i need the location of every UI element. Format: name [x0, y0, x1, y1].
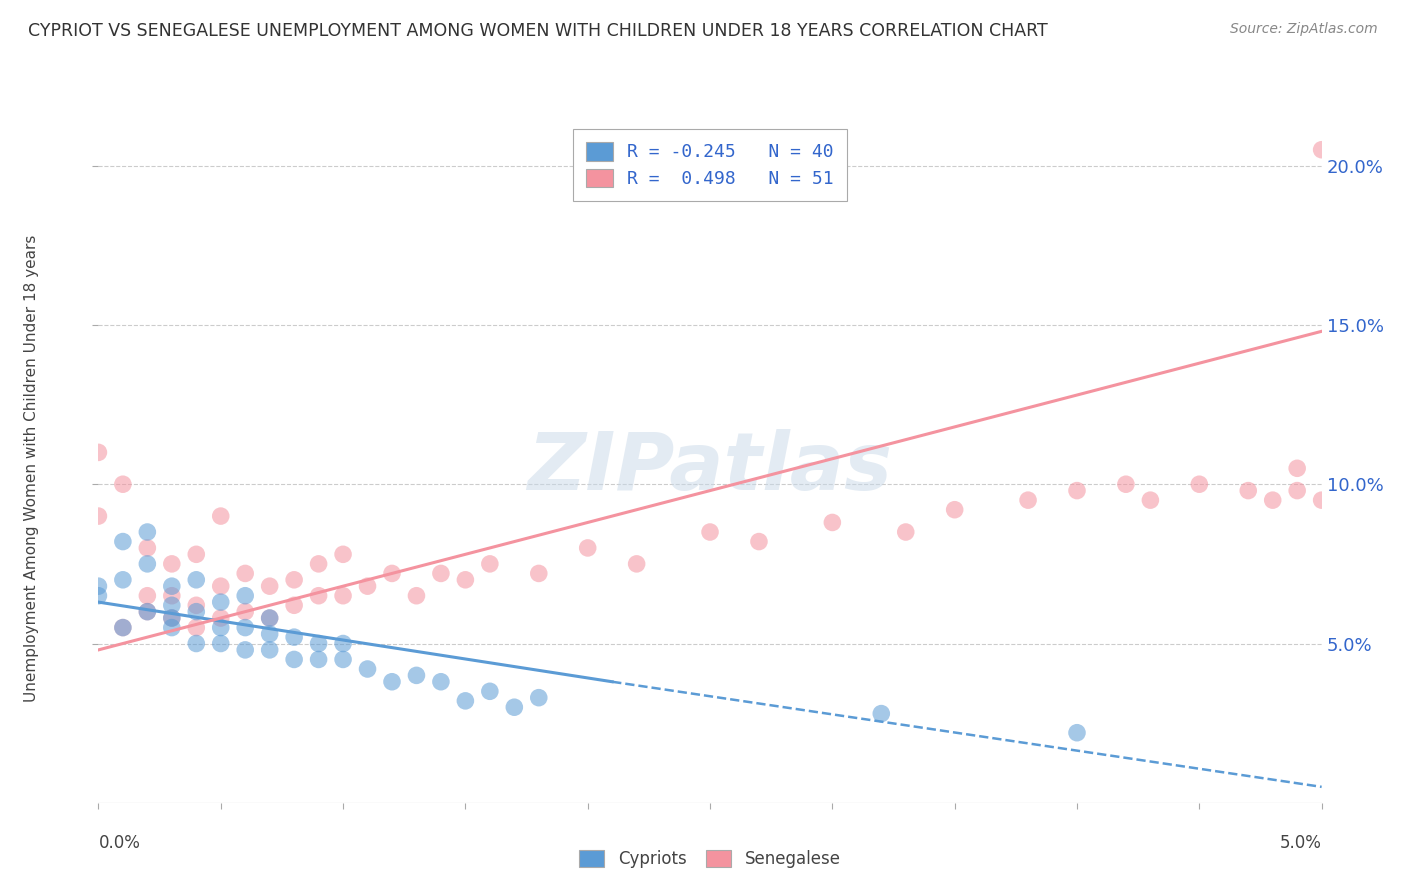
- Point: [186, 599, 208, 613]
- Point: [1237, 483, 1260, 498]
- Point: [381, 674, 404, 689]
- Point: [111, 621, 134, 635]
- Point: [233, 621, 256, 635]
- Point: [1286, 483, 1309, 498]
- Point: [209, 621, 232, 635]
- Point: [87, 509, 110, 524]
- Point: [356, 662, 378, 676]
- Point: [233, 589, 256, 603]
- Point: [332, 547, 354, 561]
- Point: [160, 599, 183, 613]
- Text: 5.0%: 5.0%: [1279, 834, 1322, 852]
- Point: [527, 566, 550, 581]
- Point: [943, 502, 966, 516]
- Point: [1188, 477, 1211, 491]
- Point: [259, 611, 281, 625]
- Point: [748, 534, 770, 549]
- Point: [87, 589, 110, 603]
- Point: [186, 573, 208, 587]
- Point: [233, 643, 256, 657]
- Point: [209, 509, 232, 524]
- Point: [430, 566, 453, 581]
- Point: [209, 595, 232, 609]
- Text: Unemployment Among Women with Children Under 18 years: Unemployment Among Women with Children U…: [24, 235, 38, 702]
- Point: [233, 566, 256, 581]
- Point: [1139, 493, 1161, 508]
- Point: [259, 611, 281, 625]
- Point: [87, 445, 110, 459]
- Point: [356, 579, 378, 593]
- Point: [1286, 461, 1309, 475]
- Point: [209, 579, 232, 593]
- Point: [576, 541, 599, 555]
- Point: [160, 611, 183, 625]
- Point: [332, 589, 354, 603]
- Point: [821, 516, 844, 530]
- Point: [186, 547, 208, 561]
- Point: [405, 589, 427, 603]
- Point: [160, 557, 183, 571]
- Point: [233, 605, 256, 619]
- Point: [111, 621, 134, 635]
- Point: [478, 684, 501, 698]
- Text: 0.0%: 0.0%: [98, 834, 141, 852]
- Point: [308, 557, 330, 571]
- Point: [308, 652, 330, 666]
- Point: [332, 652, 354, 666]
- Point: [209, 636, 232, 650]
- Legend: Cypriots, Senegalese: Cypriots, Senegalese: [572, 843, 848, 875]
- Point: [1017, 493, 1039, 508]
- Point: [136, 557, 159, 571]
- Point: [209, 611, 232, 625]
- Point: [87, 579, 110, 593]
- Point: [136, 589, 159, 603]
- Text: ZIPatlas: ZIPatlas: [527, 429, 893, 508]
- Point: [1066, 725, 1088, 739]
- Point: [136, 605, 159, 619]
- Point: [1115, 477, 1137, 491]
- Point: [870, 706, 893, 721]
- Point: [136, 524, 159, 539]
- Point: [478, 557, 501, 571]
- Point: [1310, 493, 1333, 508]
- Point: [503, 700, 526, 714]
- Point: [160, 579, 183, 593]
- Point: [308, 636, 330, 650]
- Point: [259, 627, 281, 641]
- Point: [626, 557, 648, 571]
- Point: [283, 573, 305, 587]
- Point: [186, 621, 208, 635]
- Point: [111, 573, 134, 587]
- Point: [1066, 483, 1088, 498]
- Point: [454, 573, 477, 587]
- Point: [405, 668, 427, 682]
- Point: [332, 636, 354, 650]
- Point: [283, 599, 305, 613]
- Point: [381, 566, 404, 581]
- Text: CYPRIOT VS SENEGALESE UNEMPLOYMENT AMONG WOMEN WITH CHILDREN UNDER 18 YEARS CORR: CYPRIOT VS SENEGALESE UNEMPLOYMENT AMONG…: [28, 22, 1047, 40]
- Point: [283, 630, 305, 644]
- Point: [699, 524, 721, 539]
- Point: [160, 621, 183, 635]
- Point: [430, 674, 453, 689]
- Point: [136, 541, 159, 555]
- Text: Source: ZipAtlas.com: Source: ZipAtlas.com: [1230, 22, 1378, 37]
- Point: [308, 589, 330, 603]
- Point: [1310, 143, 1333, 157]
- Point: [160, 611, 183, 625]
- Point: [283, 652, 305, 666]
- Point: [186, 636, 208, 650]
- Point: [111, 477, 134, 491]
- Point: [136, 605, 159, 619]
- Point: [527, 690, 550, 705]
- Point: [1261, 493, 1284, 508]
- Point: [111, 534, 134, 549]
- Point: [454, 694, 477, 708]
- Point: [186, 605, 208, 619]
- Point: [259, 579, 281, 593]
- Point: [259, 643, 281, 657]
- Point: [160, 589, 183, 603]
- Point: [894, 524, 917, 539]
